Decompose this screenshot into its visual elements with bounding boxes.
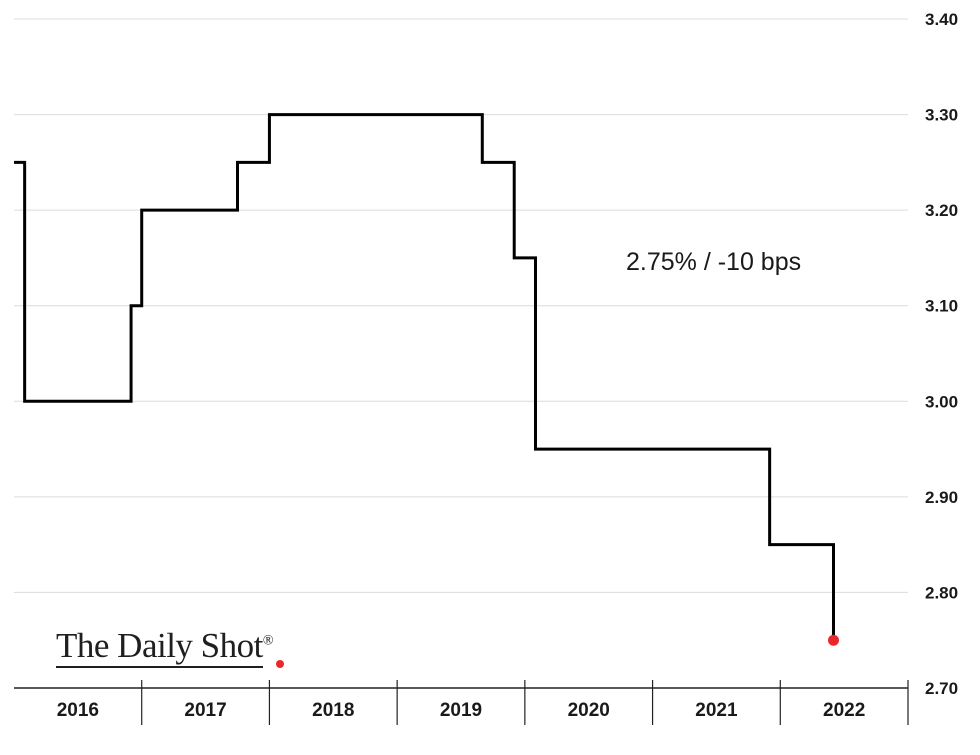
y-tick-label: 2.90 (925, 488, 958, 507)
y-axis-labels: 3.40 3.30 3.20 3.10 3.00 2.90 2.80 2.70 (925, 10, 958, 698)
y-tick-label: 3.00 (925, 392, 958, 411)
chart-annotation: 2.75% / -10 bps (626, 248, 801, 276)
logo-red-dot (276, 660, 284, 668)
source-logo-text: The Daily Shot (56, 626, 263, 668)
x-tick-label: 2021 (695, 700, 738, 721)
x-tick-label: 2017 (184, 700, 226, 721)
x-tick-label: 2016 (57, 700, 99, 721)
y-tick-label: 3.40 (925, 10, 958, 29)
x-axis: 2016 2017 2018 2019 2020 2021 2022 (14, 680, 909, 725)
y-tick-label: 2.70 (925, 679, 958, 698)
series-end-marker (828, 634, 839, 646)
source-logo: The Daily Shot® (56, 626, 284, 668)
x-tick-label: 2022 (823, 700, 865, 721)
series-group (14, 113, 839, 646)
x-tick-label: 2020 (568, 700, 610, 721)
y-tick-label: 3.20 (925, 201, 958, 220)
gridlines (14, 18, 908, 593)
y-tick-label: 2.80 (925, 583, 958, 602)
y-tick-label: 3.30 (925, 106, 958, 125)
x-tick-label: 2019 (440, 700, 482, 721)
source-logo-mark: ® (262, 633, 274, 649)
x-tick-label: 2018 (312, 700, 354, 721)
series-line (14, 113, 835, 641)
y-tick-label: 3.10 (925, 297, 958, 316)
